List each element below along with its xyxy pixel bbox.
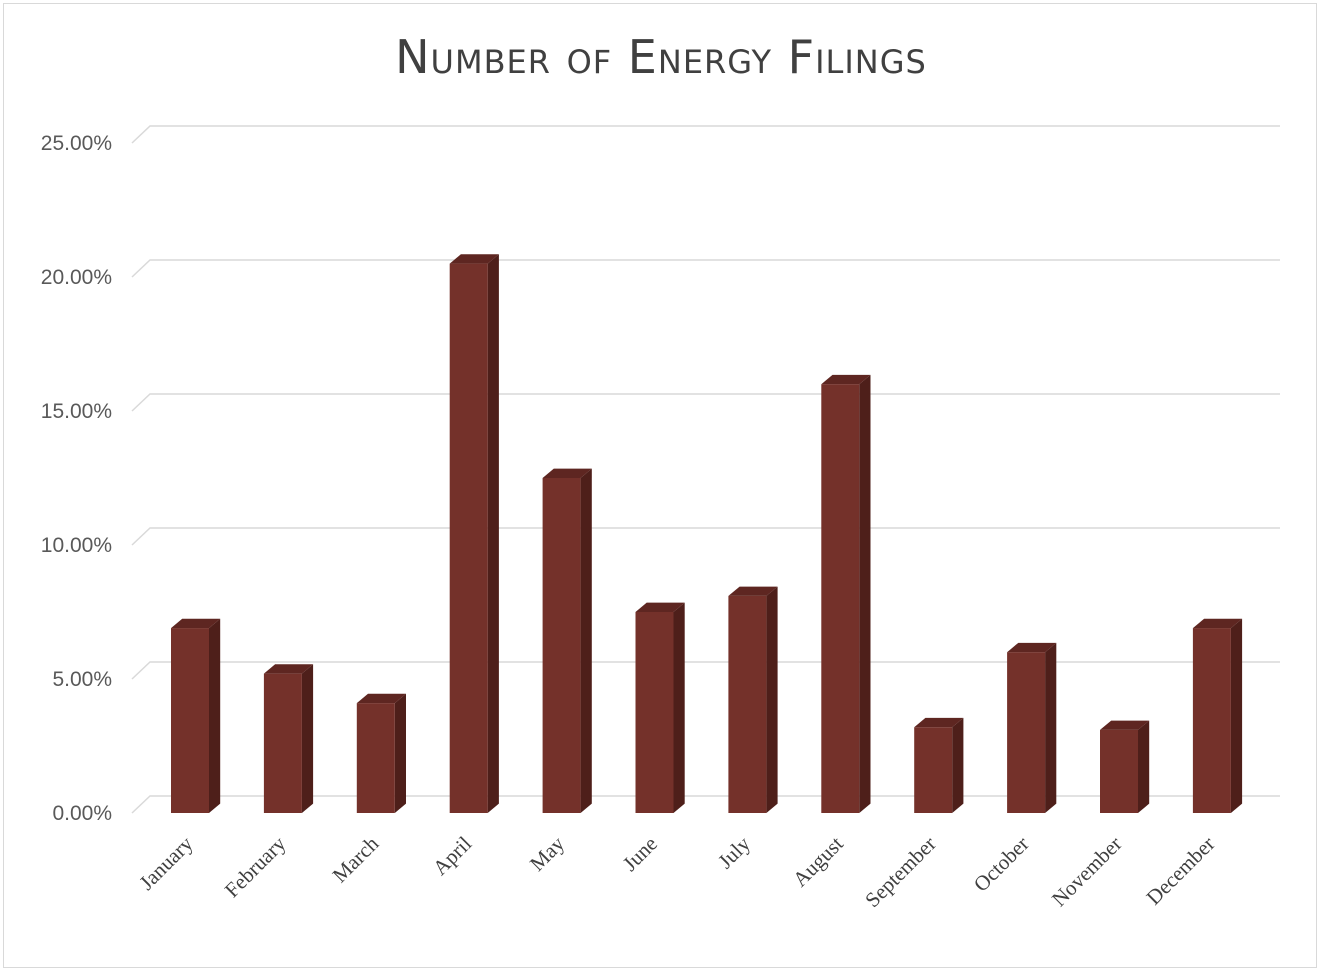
- bar-top: [728, 586, 778, 596]
- bar-side: [580, 468, 592, 813]
- x-tick-label: June: [618, 832, 662, 876]
- bar-top: [449, 254, 499, 264]
- bar-side: [1138, 720, 1150, 813]
- bar-side: [952, 717, 964, 813]
- bar-side: [859, 374, 871, 813]
- x-tick-label: October: [969, 832, 1034, 897]
- bar-top: [263, 664, 314, 674]
- bar-top: [356, 693, 406, 704]
- bar-top: [1007, 642, 1057, 653]
- bar-front: [821, 384, 860, 813]
- x-axis-ticks: January February March April May June July Augu…: [134, 831, 1219, 912]
- bar-top: [1100, 720, 1150, 730]
- bar-side: [766, 586, 778, 813]
- x-tick-label: December: [1141, 832, 1219, 910]
- bar-september: [914, 717, 964, 813]
- y-tick-label: 25.00%: [41, 132, 112, 155]
- bar-front: [449, 263, 488, 814]
- gridline: [131, 125, 1280, 144]
- y-tick-label: 20.00%: [41, 266, 112, 289]
- bar-side: [394, 693, 406, 813]
- bar-front: [635, 612, 674, 813]
- chart-title: Number of Energy Filings: [395, 30, 927, 84]
- bar-top: [914, 717, 964, 728]
- bar-side: [209, 618, 221, 813]
- bar-front: [1100, 729, 1138, 813]
- x-tick-label: March: [328, 831, 384, 887]
- bar-front: [914, 727, 953, 813]
- y-tick-label: 5.00%: [52, 668, 112, 691]
- bars: [171, 254, 1243, 814]
- bar-front: [263, 673, 302, 813]
- y-tick-label: 10.00%: [41, 534, 112, 557]
- bar-february: [263, 664, 314, 813]
- x-tick-label: August: [788, 831, 848, 891]
- gridline: [131, 527, 1280, 546]
- gridline: [131, 393, 1280, 412]
- bar-side: [487, 254, 499, 813]
- bar-october: [1007, 642, 1057, 813]
- bar-top: [635, 602, 685, 612]
- bar-side: [673, 602, 685, 813]
- bar-side: [1230, 618, 1243, 813]
- bar-front: [356, 703, 395, 813]
- bar-march: [356, 693, 406, 813]
- bar-top: [821, 374, 871, 385]
- x-tick-label: May: [525, 831, 570, 876]
- bar-may: [542, 468, 592, 813]
- bar-april: [449, 254, 499, 814]
- bar-january: [171, 618, 221, 813]
- bar-top: [542, 468, 592, 478]
- x-tick-label: July: [713, 831, 755, 873]
- bar-front: [171, 628, 209, 813]
- bar-november: [1100, 720, 1150, 813]
- bar-december: [1192, 618, 1243, 813]
- bar-front: [542, 478, 581, 813]
- bar-front: [728, 595, 767, 813]
- gridline: [131, 795, 1280, 814]
- bar-top: [1192, 618, 1243, 629]
- gridlines: [131, 125, 1280, 814]
- bar-front: [1007, 652, 1046, 813]
- bar-june: [635, 602, 685, 813]
- y-tick-label: 0.00%: [52, 802, 112, 825]
- x-tick-label: April: [428, 831, 476, 879]
- y-axis-ticks: 0.00% 5.00% 10.00% 15.00% 20.00% 25.00%: [41, 132, 112, 825]
- bar-august: [821, 374, 871, 813]
- x-tick-label: November: [1047, 832, 1127, 912]
- bar-side: [301, 664, 314, 813]
- bar-front: [1192, 628, 1231, 813]
- x-tick-label: January: [134, 831, 198, 895]
- gridline: [131, 259, 1280, 278]
- x-tick-label: September: [860, 832, 940, 912]
- bar-top: [171, 618, 221, 629]
- bar-july: [728, 586, 778, 813]
- bar-side: [1045, 642, 1057, 813]
- x-tick-label: February: [220, 831, 291, 902]
- y-tick-label: 15.00%: [41, 400, 112, 423]
- gridline: [131, 661, 1280, 680]
